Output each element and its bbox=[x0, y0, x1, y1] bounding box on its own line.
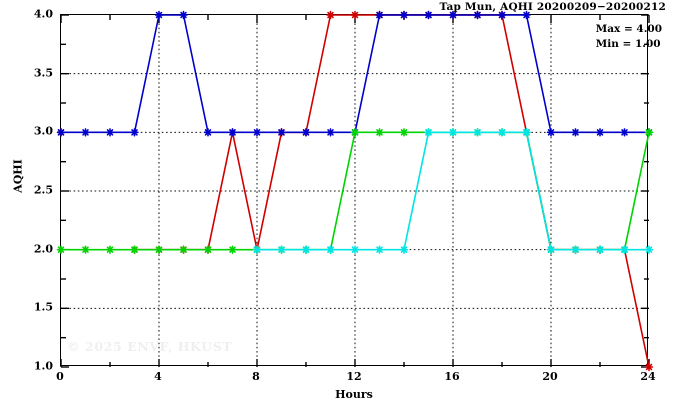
chart-title: Tap Mun, AQHI 20200209−20200212 bbox=[439, 1, 666, 13]
y-tick-label: 3.5 bbox=[33, 66, 53, 80]
y-tick-label: 1.0 bbox=[33, 359, 53, 373]
data-series-layer bbox=[56, 10, 654, 372]
max-value-label: Max = 4.00 bbox=[595, 23, 662, 35]
x-tick-label: 16 bbox=[444, 370, 460, 383]
y-tick-label: 3.0 bbox=[33, 124, 53, 138]
x-tick-label: 20 bbox=[542, 370, 558, 383]
y-tick-label: 1.5 bbox=[33, 300, 53, 314]
watermark: © 2025 ENVF, HKUST bbox=[67, 339, 233, 354]
stats-legend: Max = 4.00 Min = 1.00 bbox=[596, 22, 662, 52]
x-tick-label: 8 bbox=[252, 370, 260, 383]
y-axis-label: AQHI bbox=[11, 159, 25, 193]
min-value-label: Min = 1.00 bbox=[595, 38, 661, 50]
x-tick-label: 24 bbox=[640, 370, 656, 383]
x-axis-label: Hours bbox=[335, 388, 373, 401]
x-tick-label: 12 bbox=[346, 370, 362, 383]
x-tick-label: 0 bbox=[56, 370, 64, 383]
y-tick-label: 2.0 bbox=[33, 242, 53, 256]
x-tick-label: 4 bbox=[154, 370, 162, 383]
y-tick-label: 4.0 bbox=[33, 7, 53, 21]
y-tick-label: 2.5 bbox=[33, 183, 53, 197]
plot-area: © 2025 ENVF, HKUST bbox=[56, 10, 654, 372]
